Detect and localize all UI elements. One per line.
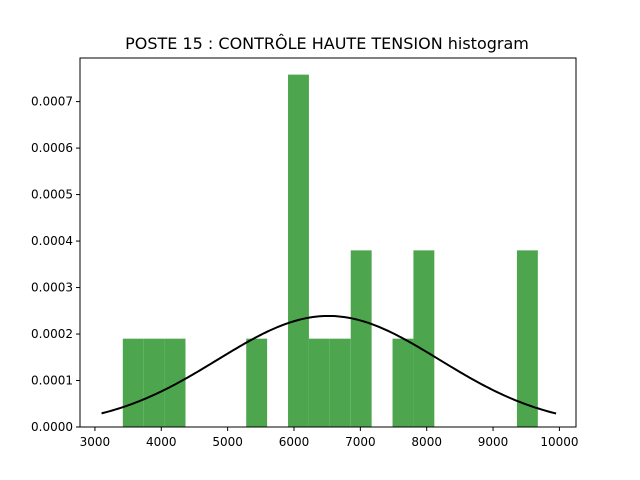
histogram-bar-3 <box>246 338 268 427</box>
normal-curve <box>101 314 557 415</box>
x-axis: 3000 4000 5000 6000 7000 8000 9000 10000 <box>80 427 579 449</box>
x-tick-label: 7000 <box>345 435 376 449</box>
y-tick-label: 0.0000 <box>31 420 73 434</box>
x-tick-label: 10000 <box>540 435 578 449</box>
histogram-bar-6 <box>329 338 351 427</box>
x-tick-label: 4000 <box>146 435 177 449</box>
histogram-bar-2 <box>164 338 186 427</box>
y-tick-label: 0.0001 <box>31 374 73 388</box>
y-tick-label: 0.0006 <box>31 141 73 155</box>
histogram-bar-10 <box>516 250 538 427</box>
x-tick-label: 5000 <box>212 435 243 449</box>
y-axis: 0.0000 0.0001 0.0002 0.0003 0.0004 0.0005 0.00… <box>31 95 80 434</box>
y-tick-label: 0.0005 <box>31 188 73 202</box>
y-tick-label: 0.0002 <box>31 327 73 341</box>
x-tick-label: 9000 <box>478 435 509 449</box>
histogram-bar-1 <box>143 338 165 427</box>
histogram-bar-4 <box>288 74 309 427</box>
histogram-bar-5 <box>308 338 330 427</box>
y-tick-label: 0.0003 <box>31 281 73 295</box>
y-tick-label: 0.0004 <box>31 234 73 248</box>
bars-group <box>122 74 538 427</box>
chart-title: POSTE 15 : CONTRÔLE HAUTE TENSION histog… <box>125 34 529 53</box>
histogram-bar-9 <box>413 250 435 427</box>
x-tick-label: 6000 <box>279 435 310 449</box>
histogram-bar-0 <box>122 338 144 427</box>
x-tick-label: 8000 <box>411 435 442 449</box>
y-tick-label: 0.0007 <box>31 95 73 109</box>
x-tick-label: 3000 <box>80 435 111 449</box>
histogram-bar-7 <box>350 250 372 427</box>
plot-frame <box>79 57 577 428</box>
histogram-bar-8 <box>392 338 414 427</box>
